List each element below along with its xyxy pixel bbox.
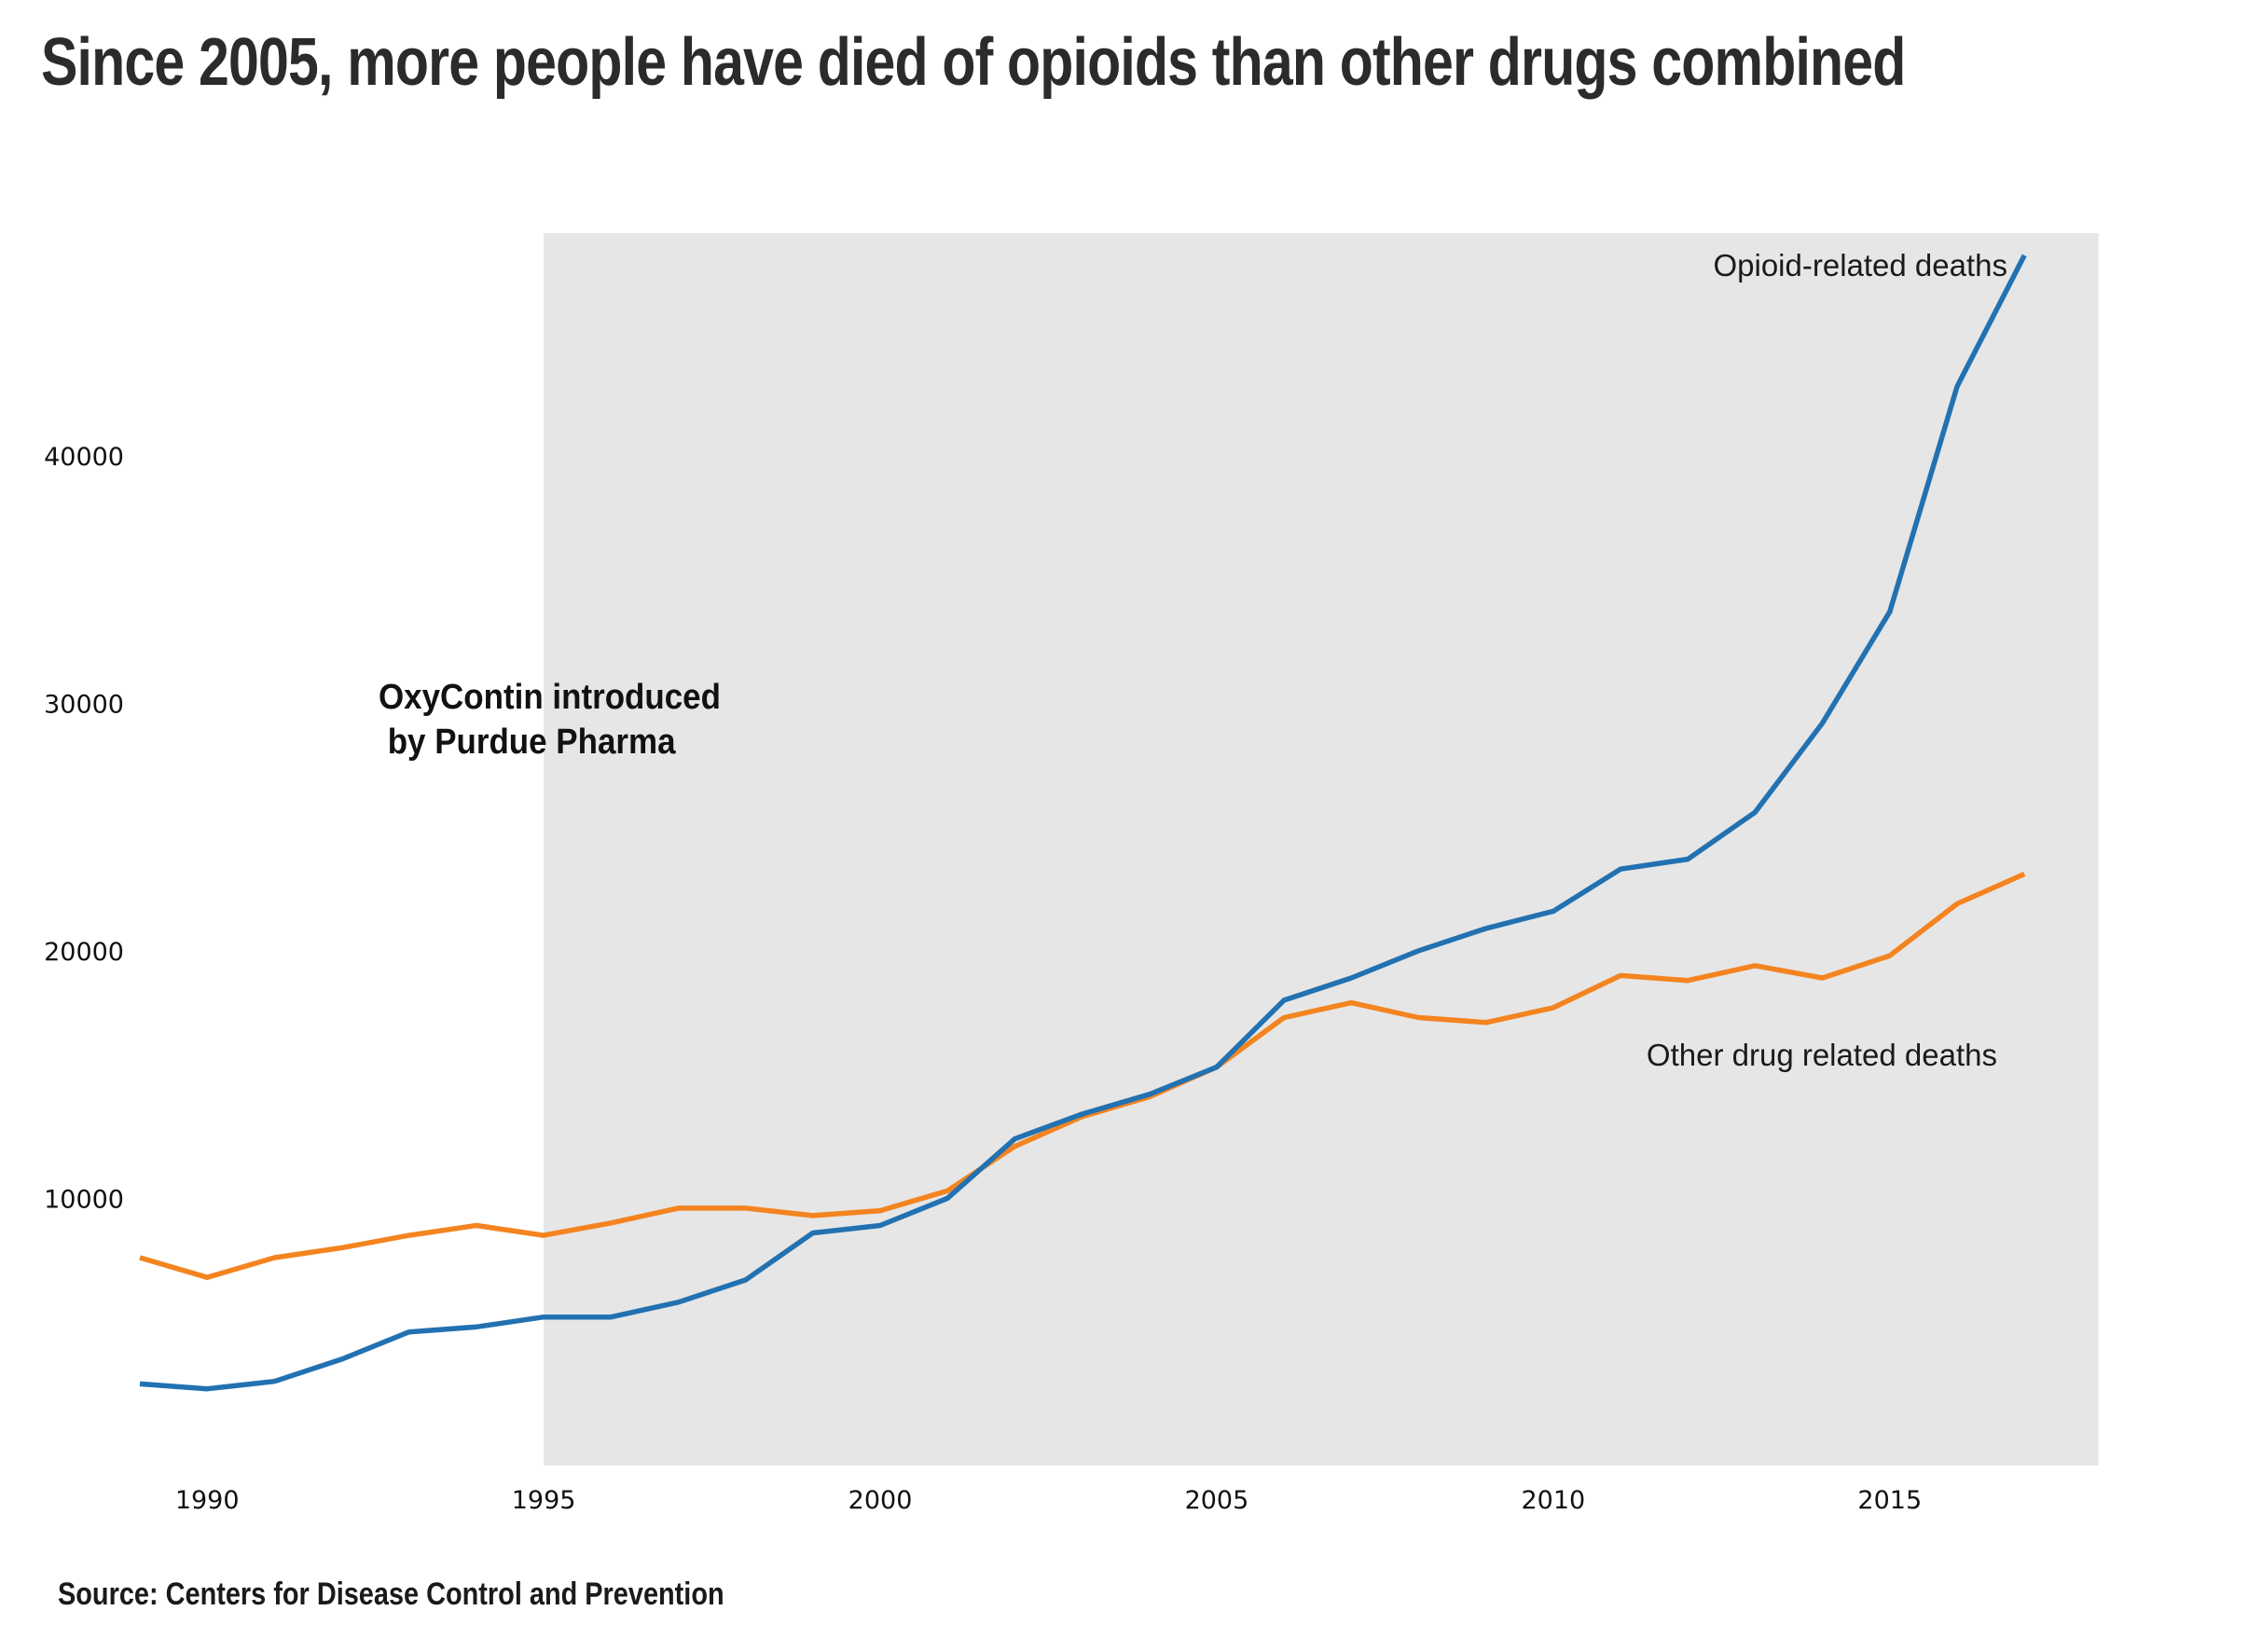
x-tick-label: 2000 — [848, 1486, 913, 1515]
y-tick-label: 10000 — [44, 1185, 124, 1214]
shaded-region — [544, 233, 2099, 1466]
y-tick-label: 30000 — [44, 690, 124, 719]
y-axis: 10000 20000 30000 40000 — [44, 443, 124, 1214]
x-axis: 1990 1995 2000 2005 2010 2015 — [175, 1486, 1922, 1515]
y-tick-label: 40000 — [44, 443, 124, 472]
annotation-line-1: OxyContin introduced — [379, 677, 721, 717]
y-tick-label: 20000 — [44, 938, 124, 967]
source-note: Source: Centers for Disease Control and … — [58, 1576, 724, 1612]
x-tick-label: 1990 — [175, 1486, 240, 1515]
x-tick-label: 2010 — [1522, 1486, 1586, 1515]
series-line-opioid — [139, 254, 2027, 1392]
series-label-other: Other drug related deaths — [1647, 1038, 1997, 1072]
series-labels: Opioid-related deaths Other drug related… — [1647, 248, 2007, 1072]
series-lines — [139, 254, 2027, 1392]
series-label-opioid: Opioid-related deaths — [1713, 248, 2007, 282]
x-tick-label: 1995 — [512, 1486, 576, 1515]
x-tick-label: 2005 — [1185, 1486, 1249, 1515]
chart-title: Since 2005, more people have died of opi… — [41, 25, 1906, 100]
x-tick-label: 2015 — [1857, 1486, 1922, 1515]
oxycontin-annotation: OxyContin introduced by Purdue Pharma — [379, 677, 721, 762]
annotation-line-2: by Purdue Pharma — [379, 722, 676, 762]
